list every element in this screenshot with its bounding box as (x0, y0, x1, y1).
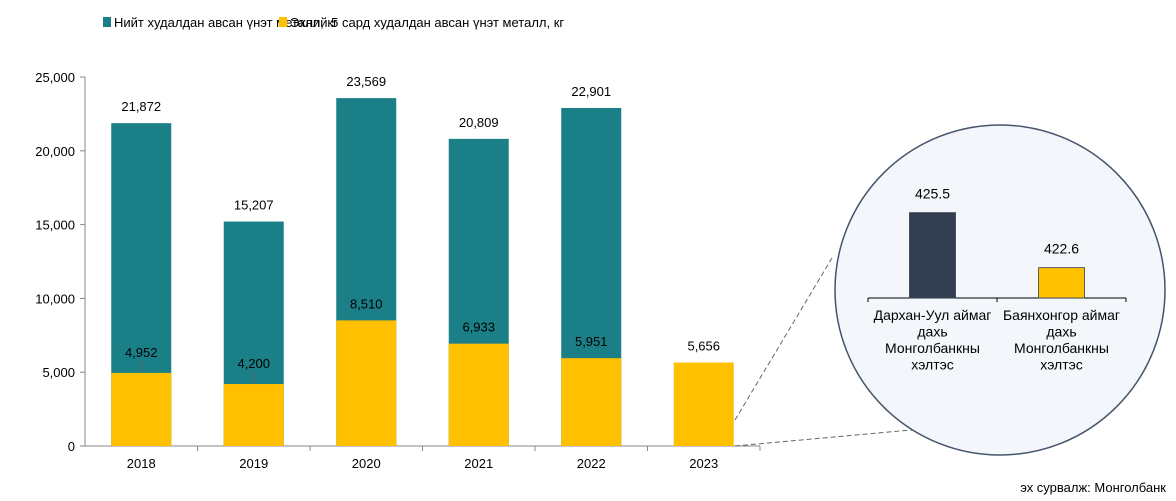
y-tick-label: 10,000 (35, 291, 75, 306)
inset-bar-1 (1038, 267, 1085, 299)
inset-category-label: Монголбанкны (1014, 340, 1109, 356)
inset-category-label: Дархан-Уул аймаг (874, 307, 992, 323)
y-tick-label: 0 (68, 439, 75, 454)
inset-category-label: дахь (917, 324, 947, 340)
bar-first5-2018 (111, 372, 172, 446)
legend-swatch-total (103, 17, 111, 27)
data-label-first5: 6,933 (462, 320, 495, 335)
data-label-first5: 5,656 (687, 339, 720, 354)
bar-first5-2022 (561, 358, 622, 446)
data-label-first5: 4,200 (237, 356, 270, 371)
inset-category-label: Монголбанкны (885, 340, 980, 356)
data-label-total: 20,809 (459, 115, 499, 130)
x-tick-label: 2023 (689, 456, 718, 471)
zoom-connector-line (734, 257, 833, 421)
y-tick-label: 15,000 (35, 218, 75, 233)
source-note: эх сурвалж: Монголбанк (1020, 480, 1166, 495)
bar-first5-2019 (223, 384, 284, 446)
x-tick-label: 2021 (464, 456, 493, 471)
inset-category-label: дахь (1046, 324, 1076, 340)
inset-category-label: хэлтэс (911, 357, 954, 373)
data-label-first5: 8,510 (350, 296, 383, 311)
y-tick-label: 5,000 (42, 365, 75, 380)
data-label-total: 21,872 (121, 99, 161, 114)
data-label-total: 15,207 (234, 198, 274, 213)
data-label-first5: 4,952 (125, 345, 158, 360)
data-label-first5: 5,951 (575, 334, 608, 349)
x-tick-label: 2022 (577, 456, 606, 471)
bar-first5-2021 (448, 343, 509, 446)
legend-label-first5: Эхний 5 сард худалдан авсан үнэт металл,… (290, 15, 564, 30)
inset-category-label: Баянхонгор аймаг (1003, 307, 1120, 323)
y-tick-label: 20,000 (35, 144, 75, 159)
inset-data-label: 422.6 (1044, 241, 1079, 257)
data-label-total: 22,901 (571, 84, 611, 99)
x-tick-label: 2020 (352, 456, 381, 471)
inset-bar-0 (909, 212, 956, 299)
bar-first5-2023 (673, 362, 734, 446)
inset-category-label: хэлтэс (1040, 357, 1083, 373)
bar-first5-2020 (336, 320, 397, 446)
y-tick-label: 25,000 (35, 70, 75, 85)
x-tick-label: 2018 (127, 456, 156, 471)
x-tick-label: 2019 (239, 456, 268, 471)
leader-line (139, 359, 142, 373)
legend: Нийт худалдан авсан үнэт металл, кг Эхни… (103, 15, 564, 30)
leader-line (252, 370, 255, 385)
inset-data-label: 425.5 (915, 186, 950, 202)
inset-circle (834, 124, 1166, 456)
data-label-total: 23,569 (346, 74, 386, 89)
legend-swatch-first5 (279, 17, 287, 27)
